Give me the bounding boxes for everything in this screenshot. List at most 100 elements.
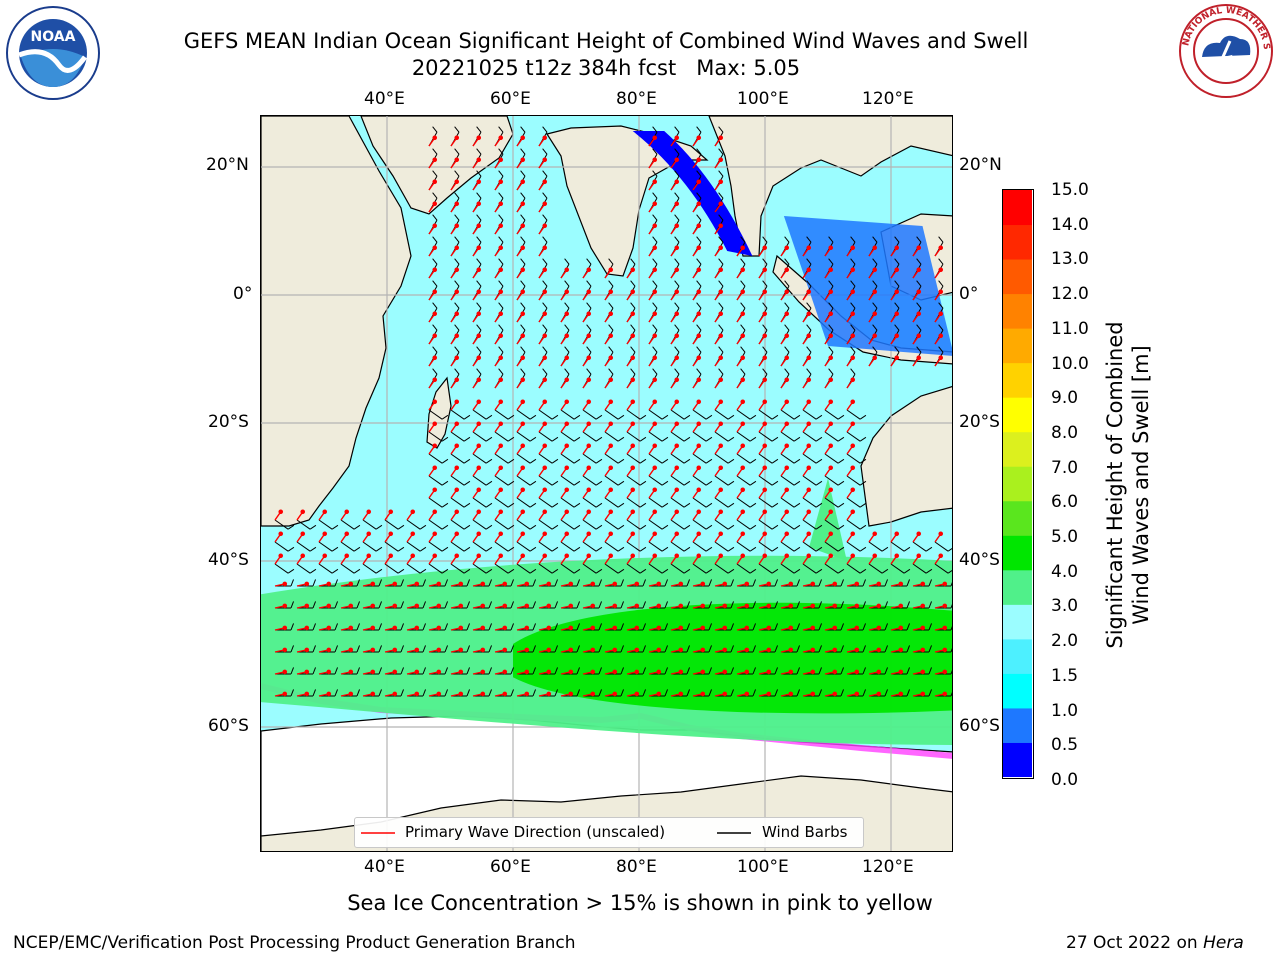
wave-direction-arrowhead [872, 531, 878, 537]
wave-direction-arrowhead [674, 509, 680, 515]
wind-barb [796, 601, 801, 609]
wave-direction-arrowhead [282, 647, 288, 653]
wave-direction-arrowhead [564, 267, 570, 273]
wind-barb [507, 458, 515, 464]
wind-barb [696, 346, 702, 353]
wind-barb [422, 579, 427, 587]
wave-direction-arrowhead [454, 157, 460, 163]
wind-barb [639, 480, 647, 486]
wind-barb [837, 524, 845, 530]
wave-direction-arrowhead [348, 603, 354, 609]
left-lat-tick-0: 0° [233, 284, 253, 304]
colorbar-tick-label: 8.0 [1051, 422, 1079, 443]
wind-barb [441, 546, 449, 552]
wave-direction-arrowhead [476, 377, 482, 383]
wave-direction-arrowhead [828, 509, 834, 515]
wind-barb [419, 546, 427, 552]
wave-direction-arrowhead [920, 647, 926, 653]
wind-barb [686, 645, 691, 653]
wave-direction-arrowhead [722, 581, 728, 587]
wind-barb [538, 453, 553, 464]
wave-direction-arrowhead [898, 581, 904, 587]
wave-direction-arrowhead [674, 223, 680, 229]
wave-direction-arrowhead [630, 465, 636, 471]
wave-direction-arrowhead [454, 289, 460, 295]
colorbar-swatch [1003, 535, 1032, 571]
wind-barb [652, 148, 658, 155]
wind-barb [850, 280, 856, 287]
wind-barb [806, 302, 812, 309]
wave-direction-arrowhead [854, 647, 860, 653]
wave-direction-arrowhead [542, 355, 548, 361]
wind-barb [576, 601, 581, 609]
wave-direction-arrowhead [608, 531, 614, 537]
wave-direction-arrowhead [344, 531, 350, 537]
footer-date: 27 Oct 2022 on Hera [1066, 933, 1244, 953]
wind-barb [356, 667, 361, 675]
wind-barb [916, 280, 922, 287]
wave-direction-arrowhead [414, 669, 420, 675]
wave-direction-arrowhead [388, 553, 394, 559]
wave-direction-arrowhead [524, 647, 530, 653]
wave-direction-arrowhead [454, 245, 460, 251]
wave-direction-arrowhead [436, 669, 442, 675]
wind-barbs-legend-label: Wind Barbs [762, 823, 848, 841]
wind-barb [516, 519, 531, 530]
wind-barb [758, 453, 773, 464]
wind-barb [802, 519, 817, 530]
wind-barb [639, 502, 647, 508]
wave-direction-arrowhead [634, 691, 640, 697]
wind-barb [340, 563, 355, 574]
wind-barb [564, 324, 570, 331]
wind-barb [507, 480, 515, 486]
wind-barb [450, 453, 465, 464]
wind-barb [714, 409, 729, 420]
wind-barb [454, 170, 460, 177]
wind-barb [428, 409, 443, 420]
wind-barb [670, 431, 685, 442]
wind-barb [872, 236, 878, 243]
wind-barb [573, 546, 581, 552]
wind-barb [736, 497, 751, 508]
wind-barb [884, 579, 889, 587]
wind-barb [784, 346, 790, 353]
wind-barb [872, 324, 878, 331]
wind-barb [938, 346, 944, 353]
colorbar-tick-label: 15.0 [1051, 180, 1089, 200]
wind-barb [378, 689, 383, 697]
wave-direction-arrowhead [520, 245, 526, 251]
wind-barb [837, 568, 845, 574]
wave-direction-arrowhead [608, 355, 614, 361]
wave-direction-arrowhead [652, 531, 658, 537]
wave-direction-arrowhead [942, 603, 948, 609]
wind-barb [586, 280, 592, 287]
wind-barb [824, 453, 839, 464]
wind-barb [520, 126, 526, 133]
wind-barb [824, 409, 839, 420]
wind-barb [837, 502, 845, 508]
wave-direction-arrowhead [480, 691, 486, 697]
wave-direction-arrowhead [854, 691, 860, 697]
wind-barb [780, 453, 795, 464]
wave-direction-arrowhead [700, 691, 706, 697]
wave-direction-arrowhead [718, 289, 724, 295]
wind-barb [560, 475, 575, 486]
wind-barb [692, 563, 707, 574]
wind-barb [498, 192, 504, 199]
wind-barb [397, 524, 405, 530]
wind-barb [758, 541, 773, 552]
wind-barb [916, 302, 922, 309]
wind-barb [595, 502, 603, 508]
wind-barb [928, 623, 933, 631]
bottom-lon-tick-120: 120°E [862, 857, 914, 877]
wind-barb [498, 346, 504, 353]
wind-barb [542, 148, 548, 155]
wave-direction-arrowhead [788, 603, 794, 609]
wave-direction-arrowhead [432, 223, 438, 229]
wave-direction-arrowhead [938, 267, 944, 273]
wind-barb [774, 601, 779, 609]
wave-direction-arrowhead [498, 443, 504, 449]
wave-direction-arrowhead [854, 669, 860, 675]
wind-barb [595, 436, 603, 442]
wave-direction-arrowhead [850, 333, 856, 339]
